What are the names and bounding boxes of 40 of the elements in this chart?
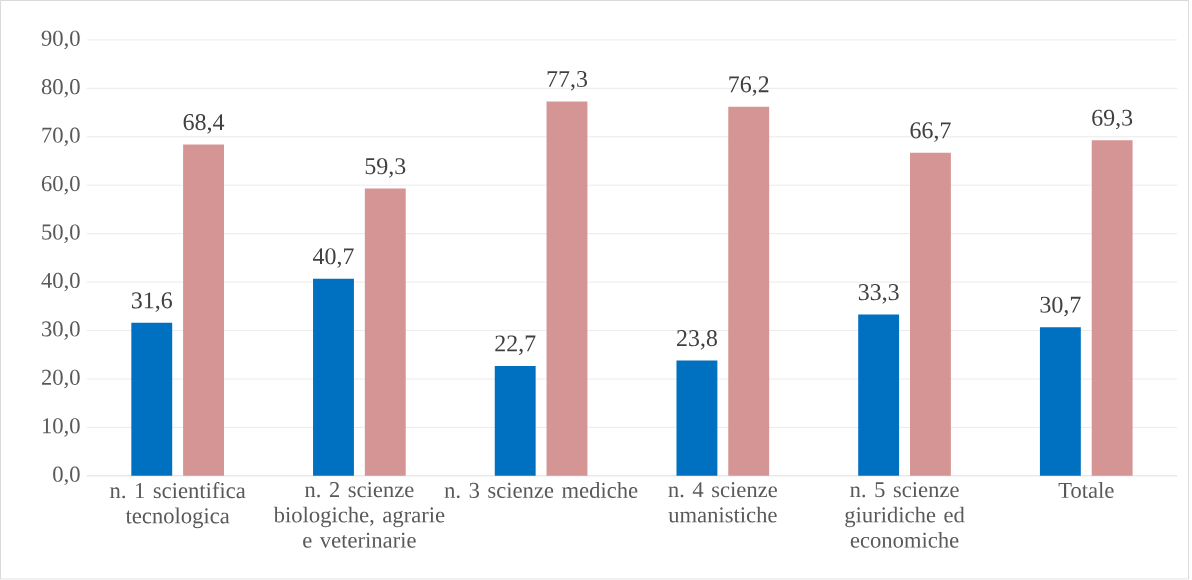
x-tick-label: Totale <box>1058 482 1114 499</box>
y-tick-label: 60,0 <box>41 176 80 195</box>
y-tick-label: 90,0 <box>41 30 80 50</box>
data-label: 31,6 <box>131 292 172 313</box>
data-label: 59,3 <box>365 158 406 178</box>
y-tick-label: 50,0 <box>42 224 80 244</box>
data-label: 40,7 <box>312 248 354 269</box>
bar <box>676 360 718 477</box>
data-label: 76,2 <box>729 76 769 97</box>
bar <box>364 188 406 477</box>
data-label: 77,3 <box>547 71 588 91</box>
bar <box>728 106 770 477</box>
y-tick-label: 80,0 <box>41 79 80 98</box>
bar <box>858 314 900 477</box>
bar <box>183 144 224 477</box>
x-tick-label: n. 1 scientifica tecnologica <box>110 482 246 529</box>
data-label: 69,3 <box>1092 109 1133 130</box>
y-tick-label: 30,0 <box>42 321 80 340</box>
x-tick-label: n. 2 scienze biologiche, agrarie e veterinarie <box>273 482 445 549</box>
y-tick-label: 40,0 <box>41 273 80 292</box>
y-tick-label: 20,0 <box>41 369 80 389</box>
data-label: 22,7 <box>495 335 536 356</box>
bar <box>1039 327 1081 477</box>
data-label: 68,4 <box>183 114 225 134</box>
x-tick-label: n. 5 scienze giuridiche ed economiche <box>845 482 965 549</box>
bar <box>494 366 536 477</box>
bar <box>910 152 951 477</box>
bar <box>546 101 588 477</box>
y-tick-label: 70,0 <box>42 127 80 147</box>
data-label: 33,3 <box>858 284 899 304</box>
data-label: 66,7 <box>910 122 951 143</box>
data-label: 30,7 <box>1040 296 1081 317</box>
bar <box>1091 140 1133 477</box>
x-tick-label: n. 3 scienze mediche <box>444 482 638 499</box>
data-label: 23,8 <box>677 330 717 350</box>
bar <box>313 278 354 477</box>
y-tick-label: 0,0 <box>53 466 80 486</box>
x-tick-label: n. 4 scienze umanistiche <box>668 482 777 523</box>
y-tick-label: 10,0 <box>42 418 80 437</box>
bar <box>131 322 173 477</box>
